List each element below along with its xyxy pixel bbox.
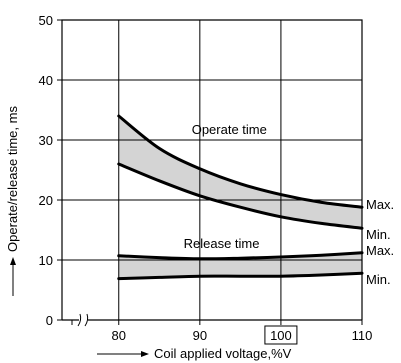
- y-tick-label-30: 30: [39, 133, 53, 148]
- x-tick-box-100: [264, 325, 298, 345]
- band-label-0: Operate time: [192, 122, 267, 137]
- band-1-max-line: [117, 251, 364, 261]
- axis-break-mark-a: [77, 313, 82, 327]
- x-tick-label-110: 110: [352, 328, 373, 343]
- y-tick-label-50: 50: [39, 13, 53, 28]
- band-0-min-line: [117, 162, 364, 230]
- y-tick-label-0: 0: [46, 313, 53, 328]
- x-tick-label-100: 100: [270, 328, 292, 343]
- frame-border: [61, 19, 363, 320]
- y-tick-label-20: 20: [39, 193, 53, 208]
- y-tick-label-10: 10: [39, 253, 53, 268]
- x-axis-arrow-head: [141, 351, 149, 357]
- y-tick-label-40: 40: [39, 73, 53, 88]
- x-tick-label-80: 80: [112, 328, 126, 343]
- axis-break-mark-b: [84, 313, 89, 327]
- band-label-1: Release time: [184, 236, 260, 251]
- band-0-max-label: Max.: [366, 197, 394, 212]
- band-0-min-label: Min.: [366, 227, 391, 242]
- plot-frame: [61, 19, 363, 327]
- band-1-min-line: [117, 271, 364, 281]
- lines-layer: [117, 114, 364, 281]
- x-axis-label: Coil applied voltage,%V: [154, 346, 292, 361]
- ticks-layer: 0 10 20 30 40 50 80 90 100 110: [39, 13, 373, 345]
- band-1-max-label: Max.: [366, 243, 394, 258]
- band-0-max-line: [117, 114, 364, 209]
- y-axis-label: Operate/release time, ms: [5, 106, 20, 252]
- band-1-min-label: Min.: [366, 272, 391, 287]
- x-tick-label-90: 90: [193, 328, 207, 343]
- y-axis-arrow-head: [10, 257, 16, 265]
